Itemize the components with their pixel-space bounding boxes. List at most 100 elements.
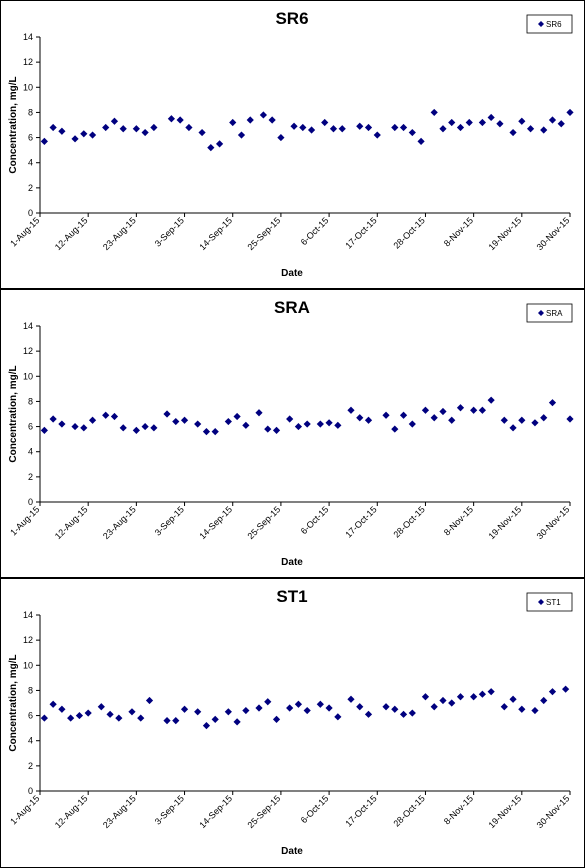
data-point	[119, 125, 127, 133]
data-point	[456, 123, 465, 132]
data-point	[255, 409, 263, 417]
chart-frame	[0, 578, 585, 868]
data-point	[286, 415, 294, 423]
y-tick-label: 12	[23, 57, 33, 67]
legend-box	[526, 592, 573, 612]
data-point	[566, 108, 574, 117]
data-point	[49, 123, 57, 132]
data-point	[430, 414, 438, 422]
data-point	[408, 128, 416, 137]
data-point	[132, 125, 140, 133]
data-point	[478, 118, 486, 127]
data-point	[509, 424, 517, 432]
data-point	[145, 696, 154, 705]
data-point	[141, 422, 149, 431]
data-point	[487, 113, 495, 122]
data-point	[215, 140, 224, 148]
data-point	[75, 711, 84, 720]
data-point	[470, 693, 478, 701]
data-point	[80, 424, 88, 432]
data-point	[391, 425, 399, 433]
data-point	[430, 108, 438, 117]
data-point	[229, 118, 237, 127]
data-point	[316, 420, 324, 428]
data-point	[465, 118, 473, 127]
data-point	[566, 415, 574, 423]
data-point	[194, 708, 202, 716]
data-point	[417, 137, 425, 145]
data-point	[264, 698, 272, 706]
y-tick-label: 6	[28, 711, 33, 721]
legend-marker	[538, 21, 544, 27]
chart-frame	[0, 289, 585, 578]
data-point	[58, 705, 66, 713]
data-point	[518, 705, 526, 713]
data-point	[478, 690, 486, 698]
y-tick-label: 2	[28, 183, 33, 193]
data-point	[500, 703, 508, 711]
chart-title: ST1	[276, 587, 307, 606]
data-point	[347, 695, 355, 703]
data-point	[421, 406, 430, 414]
data-series	[40, 396, 574, 436]
data-point	[303, 706, 311, 715]
legend-label: SRA	[546, 309, 563, 318]
legend: SRA	[526, 303, 573, 323]
data-point	[399, 710, 408, 718]
y-tick-label: 2	[28, 472, 33, 482]
data-point	[391, 123, 399, 132]
data-point	[132, 426, 140, 434]
data-point	[207, 144, 215, 152]
data-point	[224, 417, 232, 426]
y-tick-label: 4	[28, 736, 33, 746]
data-series	[40, 108, 574, 152]
data-point	[272, 426, 281, 434]
data-point	[211, 715, 219, 723]
data-point	[163, 410, 171, 418]
y-tick-label: 0	[28, 786, 33, 796]
chart-frame	[0, 0, 585, 289]
data-point	[421, 693, 430, 701]
y-axis-title: Concentration, mg/L	[8, 365, 19, 462]
y-tick-label: 4	[28, 447, 33, 457]
data-point	[325, 704, 333, 712]
y-tick-label: 8	[28, 396, 33, 406]
data-point	[299, 123, 307, 132]
x-axis-title: Date	[281, 846, 303, 857]
legend-box	[526, 14, 573, 34]
data-point	[49, 700, 57, 708]
data-point	[430, 703, 438, 711]
legend-marker	[538, 599, 544, 605]
legend-label: ST1	[546, 598, 561, 607]
data-point	[194, 420, 202, 428]
data-point	[439, 696, 447, 705]
data-point	[242, 421, 250, 429]
chart-title: SRA	[274, 298, 310, 317]
y-axis-title: Concentration, mg/L	[8, 76, 19, 173]
data-point	[180, 705, 189, 713]
data-point	[242, 706, 250, 715]
data-point	[338, 125, 346, 133]
data-point	[399, 411, 408, 419]
data-point	[84, 709, 92, 717]
data-point	[277, 133, 285, 142]
y-tick-label: 8	[28, 107, 33, 117]
data-point	[540, 126, 548, 134]
data-point	[80, 130, 88, 138]
data-point	[233, 718, 241, 726]
data-point	[391, 705, 399, 713]
data-point	[198, 128, 206, 137]
data-point	[141, 128, 149, 137]
data-point	[172, 417, 180, 426]
data-point	[88, 416, 97, 424]
data-point	[272, 715, 281, 723]
data-point	[439, 125, 447, 133]
data-point	[110, 412, 119, 421]
data-point	[172, 717, 180, 725]
data-point	[548, 116, 557, 124]
data-point	[49, 415, 57, 423]
data-point	[329, 125, 338, 133]
data-point	[382, 411, 390, 419]
data-point	[286, 704, 294, 712]
data-point	[40, 426, 48, 434]
